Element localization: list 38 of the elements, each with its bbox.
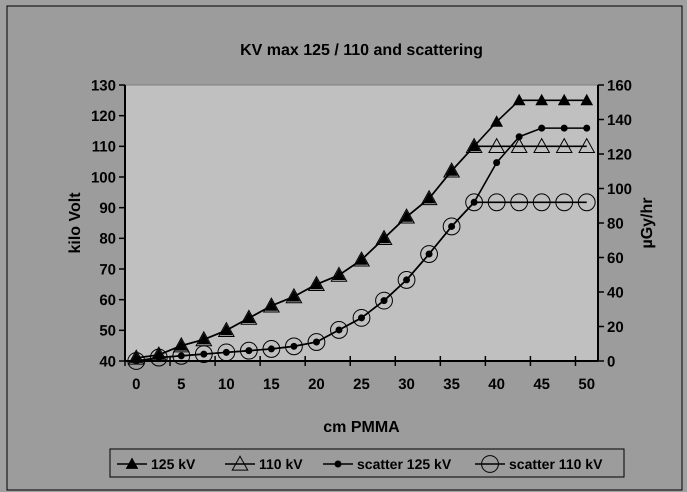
y-tick-label: 60 <box>99 292 116 309</box>
x-tick-label: 15 <box>263 376 280 393</box>
x-tick-label: 40 <box>488 376 505 393</box>
y2-tick-label: 100 <box>607 180 632 198</box>
x-tick-label: 10 <box>218 376 235 393</box>
x-tick-label: 0 <box>132 376 140 393</box>
y-tick-label: 80 <box>99 230 116 248</box>
y2-tick-label: 140 <box>607 112 632 129</box>
y-tick-label: 90 <box>99 200 116 217</box>
x-tick-label: 50 <box>578 376 596 393</box>
x-tick-label: 20 <box>308 376 325 393</box>
x-tick-label: 35 <box>443 376 460 393</box>
y-tick-label: 50 <box>99 322 116 340</box>
y-tick-label: 100 <box>90 169 116 186</box>
legend-label: 110 kV <box>259 456 304 472</box>
y-tick-label: 120 <box>90 108 116 125</box>
x-axis-title: cm PMMA <box>323 419 400 436</box>
y2-tick-label: 40 <box>607 284 624 302</box>
x-tick-label: 25 <box>353 376 370 393</box>
x-tick-label: 45 <box>533 376 550 393</box>
y2-tick-label: 80 <box>607 215 624 232</box>
y2-axis-title: µGy/hr <box>639 197 656 249</box>
x-tick-label: 30 <box>398 376 415 393</box>
legend-label: scatter 125 kV <box>357 456 452 472</box>
y2-tick-label: 60 <box>607 250 624 267</box>
legend-label: scatter 110 kV <box>509 456 604 472</box>
y2-tick-label: 20 <box>607 318 624 336</box>
y2-tick-label: 160 <box>607 77 632 94</box>
legend-label: 125 kV <box>151 456 196 472</box>
x-tick-label: 5 <box>177 376 186 393</box>
y-tick-label: 130 <box>90 77 116 94</box>
y-tick-label: 110 <box>92 138 116 156</box>
y2-tick-label: 0 <box>607 353 616 370</box>
y-axis-title: kilo Volt <box>67 192 84 254</box>
chart-title: KV max 125 / 110 and scattering <box>240 42 483 59</box>
y-tick-label: 40 <box>99 353 116 370</box>
y2-tick-label: 120 <box>607 146 632 164</box>
y-tick-label: 70 <box>99 261 116 278</box>
